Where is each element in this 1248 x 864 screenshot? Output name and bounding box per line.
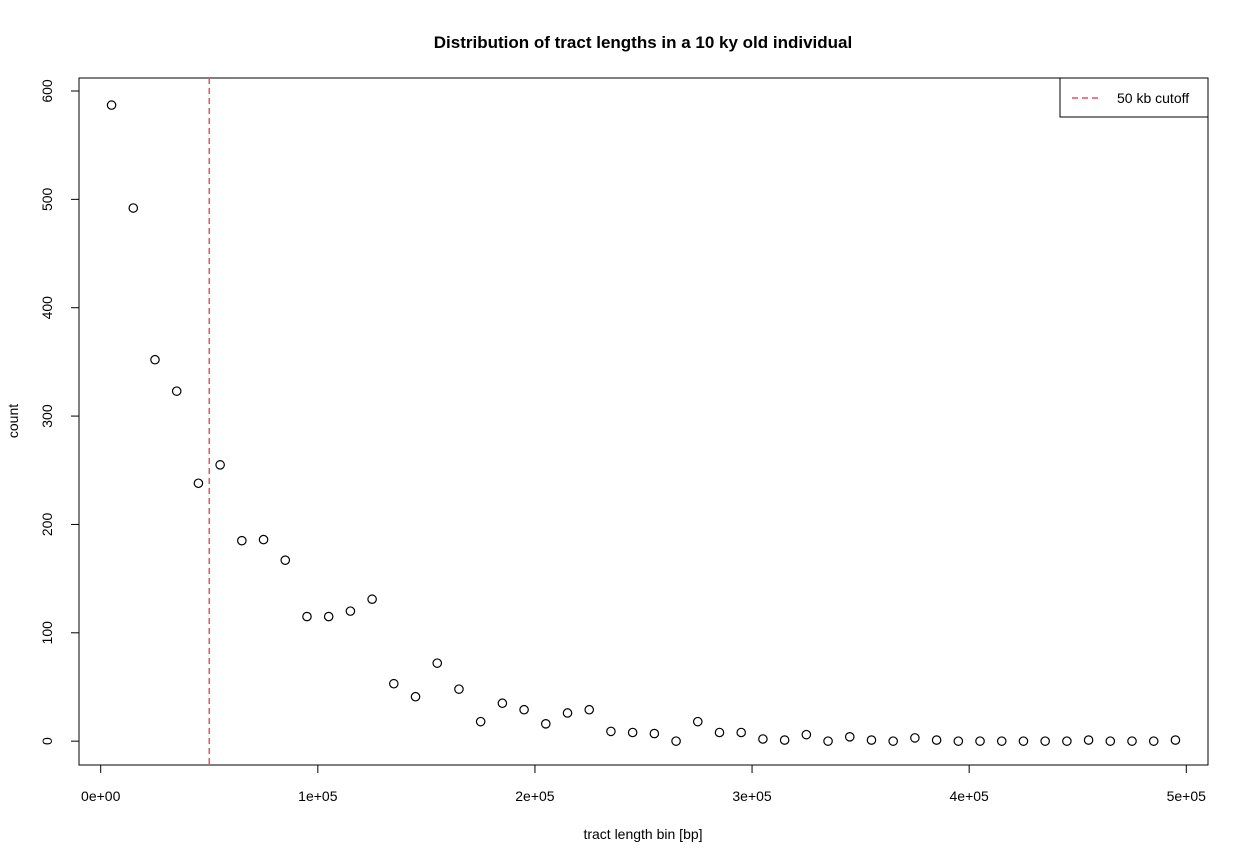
- data-point: [910, 733, 920, 743]
- data-point: [345, 606, 356, 616]
- data-point: [497, 698, 508, 709]
- legend-label-cutoff: 50 kb cutoff: [1117, 90, 1189, 106]
- x-tick-label: 1e+05: [298, 788, 338, 804]
- data-point: [367, 594, 377, 605]
- data-point: [562, 708, 573, 718]
- y-tick-label: 400: [39, 296, 55, 320]
- data-point: [106, 100, 117, 110]
- data-point: [1170, 735, 1181, 745]
- data-point: [692, 716, 703, 727]
- data-point: [975, 736, 985, 746]
- x-tick-label: 4e+05: [950, 788, 990, 804]
- x-tick-label: 0e+00: [81, 788, 121, 804]
- data-point: [475, 716, 486, 727]
- data-point: [844, 732, 855, 742]
- data-point: [584, 704, 595, 715]
- data-point: [237, 535, 247, 546]
- data-point: [150, 354, 160, 365]
- y-axis-label: count: [5, 404, 21, 438]
- x-axis: 0e+00 1e+05 2e+05 3e+05 4e+05 5e+05: [81, 764, 1207, 804]
- data-point: [1127, 736, 1137, 746]
- data-point: [714, 727, 725, 738]
- data-point: [128, 203, 139, 213]
- data-point: [454, 684, 464, 694]
- data-point: [193, 478, 204, 489]
- data-point: [736, 727, 747, 738]
- data-point: [410, 691, 421, 702]
- data-point: [801, 729, 812, 740]
- x-axis-label: tract length bin [bp]: [583, 826, 702, 842]
- data-point: [1018, 736, 1029, 746]
- y-tick-label: 100: [39, 621, 55, 645]
- data-point: [519, 704, 529, 715]
- data-point: [823, 736, 833, 746]
- y-tick-label: 200: [39, 513, 55, 537]
- y-tick-label: 600: [39, 79, 55, 103]
- data-point: [649, 728, 660, 739]
- x-tick-label: 2e+05: [515, 788, 555, 804]
- data-point: [1062, 736, 1072, 746]
- data-point: [302, 611, 312, 622]
- data-point: [888, 736, 898, 746]
- legend: 50 kb cutoff: [1059, 77, 1209, 118]
- y-tick-label: 500: [39, 187, 55, 211]
- data-point: [758, 734, 768, 744]
- chart-title: Distribution of tract lengths in a 10 ky…: [434, 33, 852, 52]
- data-point: [1105, 736, 1116, 746]
- data-point: [931, 735, 942, 745]
- data-point: [996, 736, 1007, 746]
- y-axis: 0 100 200 300 400 500 600: [39, 79, 80, 745]
- x-tick-label: 3e+05: [732, 788, 772, 804]
- data-point: [1148, 736, 1159, 746]
- data-point: [779, 735, 790, 745]
- data-point: [953, 736, 964, 746]
- data-point: [215, 460, 225, 470]
- data-points: [106, 100, 1181, 746]
- data-point: [258, 534, 269, 545]
- data-point: [540, 719, 551, 729]
- y-tick-label: 300: [39, 404, 55, 428]
- data-point: [1040, 736, 1050, 746]
- y-tick-label: 0: [39, 737, 55, 745]
- data-point: [671, 736, 681, 746]
- data-point: [323, 611, 334, 622]
- data-point: [389, 678, 399, 689]
- x-tick-label: 5e+05: [1167, 788, 1207, 804]
- data-point: [627, 727, 638, 738]
- data-point: [432, 658, 443, 668]
- data-point: [606, 726, 616, 737]
- data-point: [280, 555, 291, 566]
- data-point: [171, 386, 182, 396]
- data-point: [866, 735, 877, 745]
- plot-frame: [78, 77, 1209, 766]
- data-point: [1083, 735, 1094, 745]
